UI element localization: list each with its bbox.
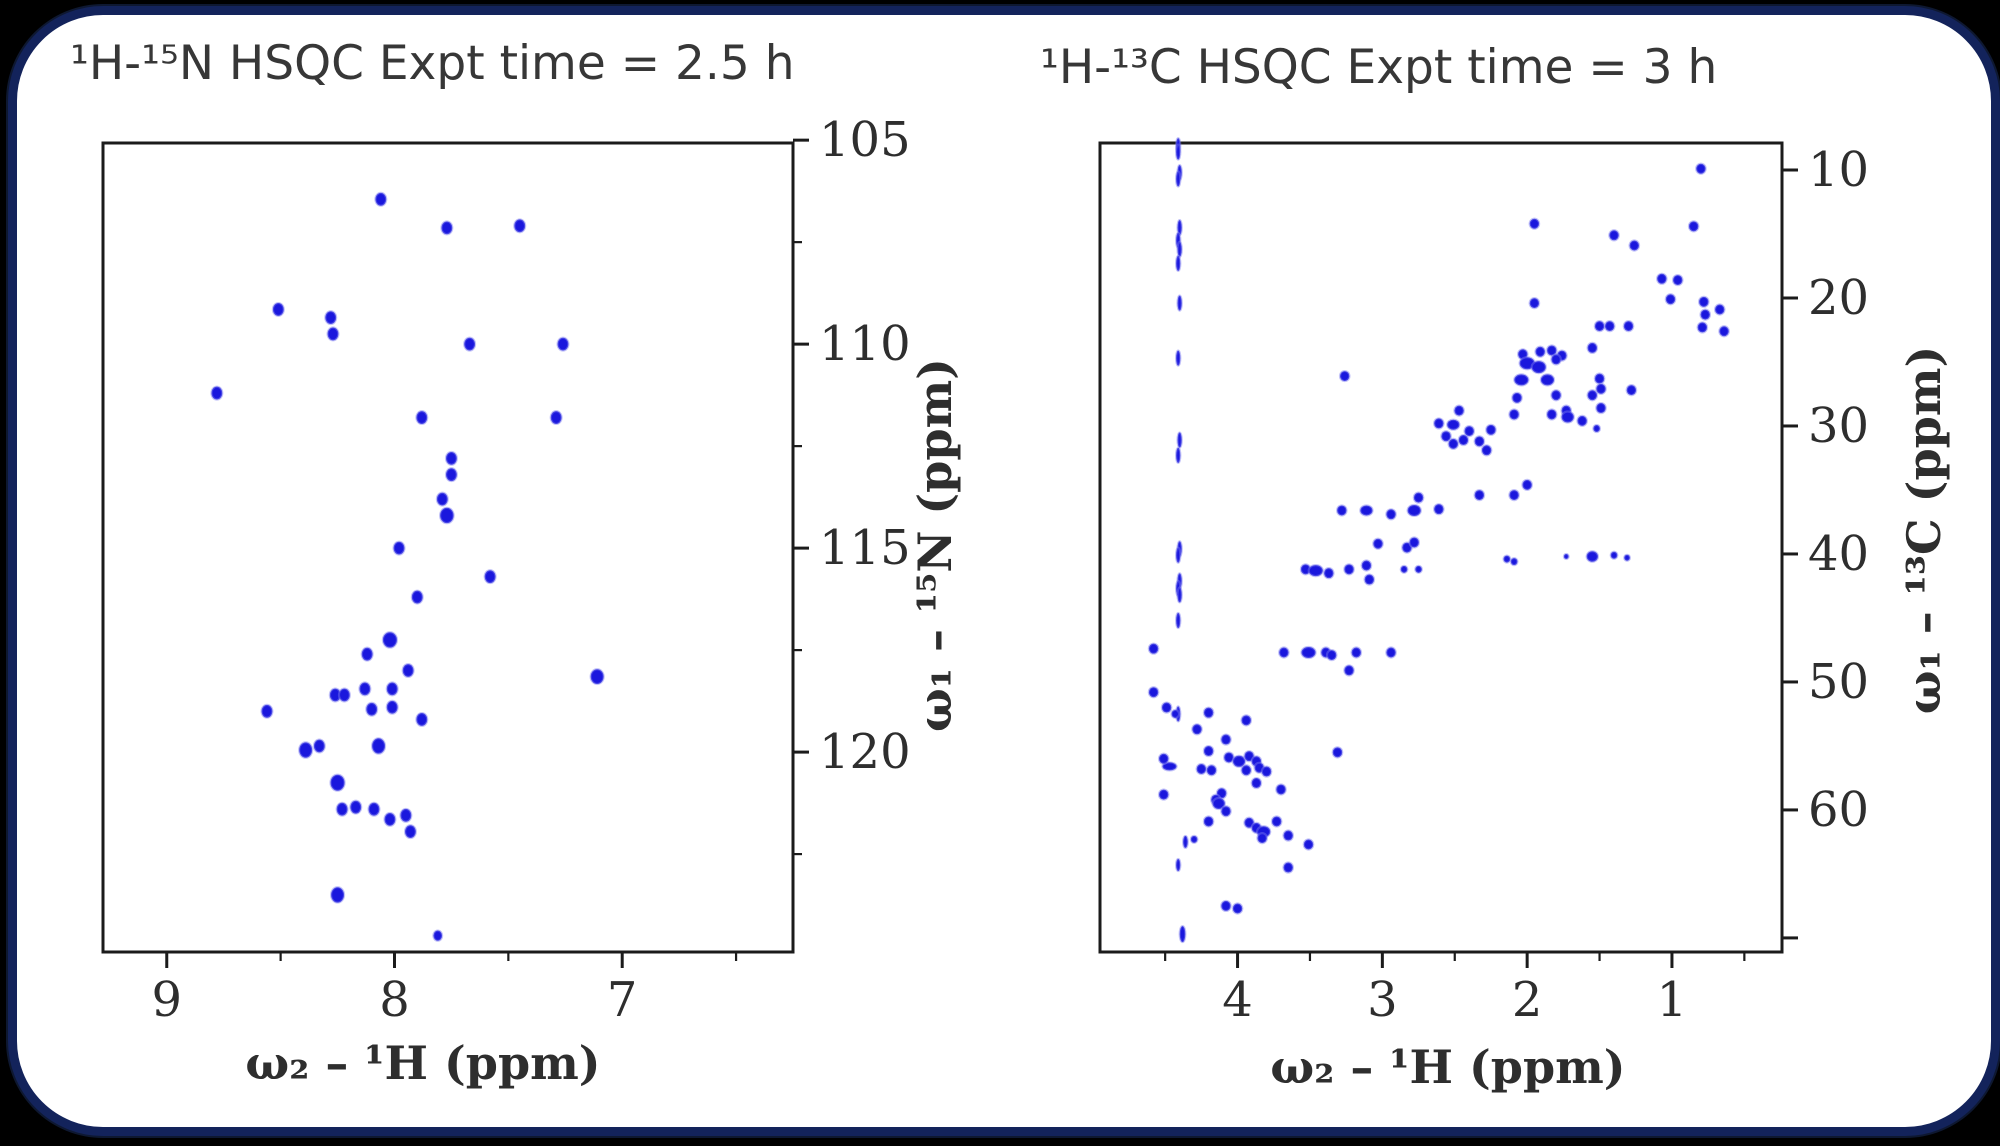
figure-card: [8, 6, 2000, 1136]
right-y-axis-label: ω₁ – ¹³C (ppm): [1897, 345, 1951, 715]
left-chart-title: ¹H-¹⁵N HSQC Expt time = 2.5 h: [70, 36, 795, 91]
left-x-axis-label: ω₂ – ¹H (ppm): [245, 1036, 601, 1090]
left-y-axis-label: ω₁ – ¹⁵N (ppm): [908, 358, 962, 732]
right-x-axis-label: ω₂ – ¹H (ppm): [1270, 1040, 1626, 1094]
right-chart-title: ¹H-¹³C HSQC Expt time = 3 h: [1040, 40, 1718, 95]
